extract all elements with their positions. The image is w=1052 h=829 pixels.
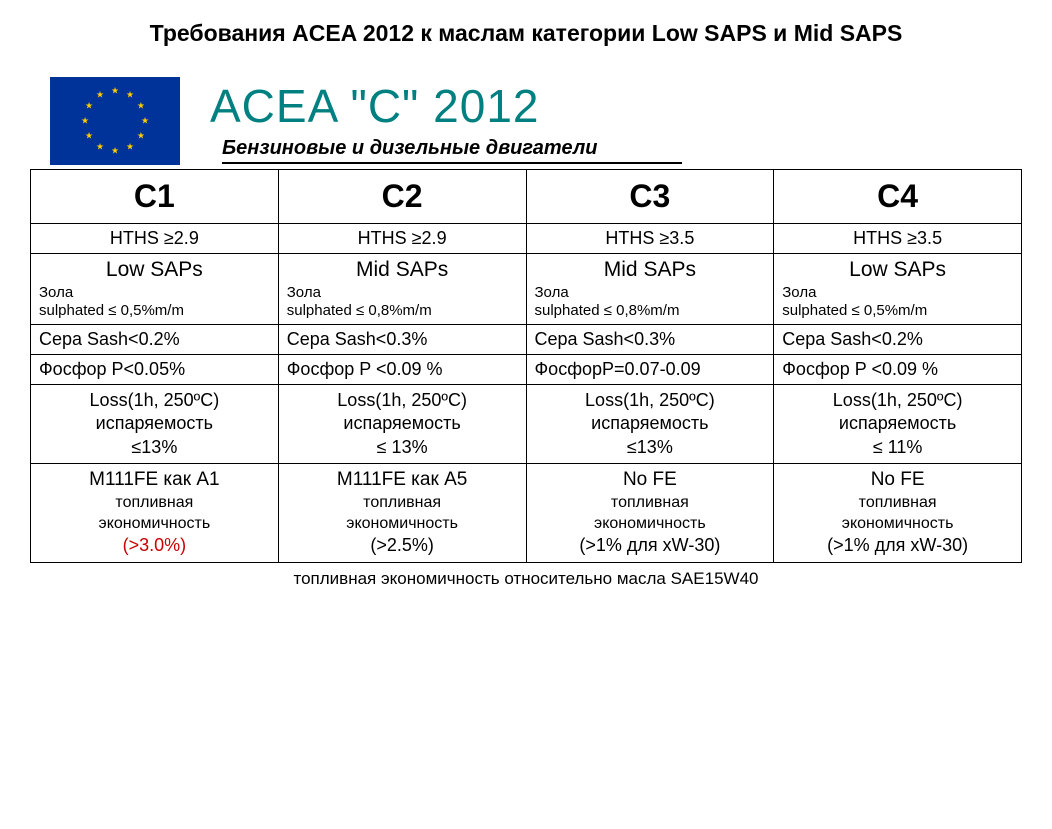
col-header: C4 xyxy=(774,170,1022,224)
loss-cell: Loss(1h, 250ºC)испаряемость≤ 13% xyxy=(278,385,526,464)
acea-title: ACEA "C" 2012 xyxy=(210,79,682,133)
hths-cell: HTHS ≥3.5 xyxy=(774,224,1022,254)
table-row: M111FE как A1топливнаяэкономичность(>3.0… xyxy=(31,464,1022,563)
hths-cell: HTHS ≥2.9 xyxy=(31,224,279,254)
phosphor-cell: Фосфор P<0.05% xyxy=(31,355,279,385)
hths-cell: HTHS ≥3.5 xyxy=(526,224,774,254)
table-row: Loss(1h, 250ºC)испаряемость≤13%Loss(1h, … xyxy=(31,385,1022,464)
subtitle-underline xyxy=(222,162,682,164)
fe-cell: M111FE как A1топливнаяэкономичность(>3.0… xyxy=(31,464,279,563)
sash-cell: Сера Sash<0.3% xyxy=(278,325,526,355)
header-text-block: ACEA "C" 2012 Бензиновые и дизельные дви… xyxy=(210,79,682,164)
col-header: C1 xyxy=(31,170,279,224)
sash-cell: Сера Sash<0.2% xyxy=(31,325,279,355)
loss-cell: Loss(1h, 250ºC)испаряемость≤13% xyxy=(526,385,774,464)
sash-cell: Сера Sash<0.3% xyxy=(526,325,774,355)
phosphor-cell: ФосфорP=0.07-0.09 xyxy=(526,355,774,385)
table-row: Сера Sash<0.2%Сера Sash<0.3%Сера Sash<0.… xyxy=(31,325,1022,355)
loss-cell: Loss(1h, 250ºC)испаряемость≤13% xyxy=(31,385,279,464)
header-row: ★★★★★★★★★★★★ ACEA "C" 2012 Бензиновые и … xyxy=(30,77,1022,165)
table-row: HTHS ≥2.9HTHS ≥2.9HTHS ≥3.5HTHS ≥3.5 xyxy=(31,224,1022,254)
saps-cell: Mid SAPsЗолаsulphated ≤ 0,8%m/m xyxy=(278,254,526,325)
fe-cell: No FEтопливнаяэкономичность(>1% для xW-3… xyxy=(526,464,774,563)
page-title: Требования ACEA 2012 к маслам категории … xyxy=(30,20,1022,47)
footer-note: топливная экономичность относительно мас… xyxy=(30,569,1022,589)
sash-cell: Сера Sash<0.2% xyxy=(774,325,1022,355)
fe-cell: No FEтопливнаяэкономичность(>1% для xW-3… xyxy=(774,464,1022,563)
hths-cell: HTHS ≥2.9 xyxy=(278,224,526,254)
loss-cell: Loss(1h, 250ºC)испаряемость≤ 11% xyxy=(774,385,1022,464)
table-row: Low SAPsЗолаsulphated ≤ 0,5%m/mMid SAPsЗ… xyxy=(31,254,1022,325)
table-header-row: C1 C2 C3 C4 xyxy=(31,170,1022,224)
spec-table: C1 C2 C3 C4 HTHS ≥2.9HTHS ≥2.9HTHS ≥3.5H… xyxy=(30,169,1022,563)
col-header: C3 xyxy=(526,170,774,224)
saps-cell: Low SAPsЗолаsulphated ≤ 0,5%m/m xyxy=(774,254,1022,325)
subtitle: Бензиновые и дизельные двигатели xyxy=(222,137,682,160)
phosphor-cell: Фосфор P <0.09 % xyxy=(278,355,526,385)
saps-cell: Low SAPsЗолаsulphated ≤ 0,5%m/m xyxy=(31,254,279,325)
fe-cell: M111FE как A5топливнаяэкономичность(>2.5… xyxy=(278,464,526,563)
phosphor-cell: Фосфор P <0.09 % xyxy=(774,355,1022,385)
eu-flag-icon: ★★★★★★★★★★★★ xyxy=(50,77,180,165)
saps-cell: Mid SAPsЗолаsulphated ≤ 0,8%m/m xyxy=(526,254,774,325)
col-header: C2 xyxy=(278,170,526,224)
table-row: Фосфор P<0.05%Фосфор P <0.09 %ФосфорP=0.… xyxy=(31,355,1022,385)
